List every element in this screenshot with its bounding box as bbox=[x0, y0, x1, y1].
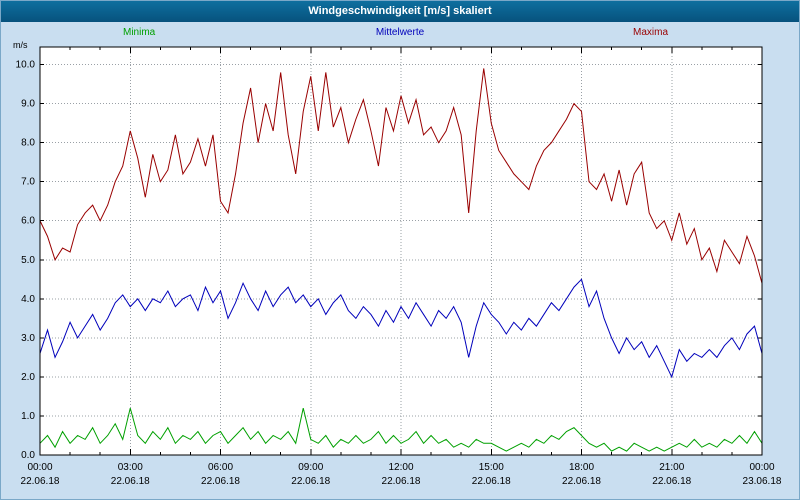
svg-text:22.06.18: 22.06.18 bbox=[111, 476, 150, 487]
svg-text:12:00: 12:00 bbox=[388, 462, 413, 473]
svg-text:22.06.18: 22.06.18 bbox=[562, 476, 601, 487]
legend-mittelwerte: Mittelwerte bbox=[375, 27, 425, 38]
svg-text:03:00: 03:00 bbox=[118, 462, 143, 473]
svg-text:22.06.18: 22.06.18 bbox=[382, 476, 421, 487]
legend-minima: Minima bbox=[123, 27, 156, 38]
svg-text:00:00: 00:00 bbox=[749, 462, 774, 473]
svg-text:6.0: 6.0 bbox=[21, 216, 35, 227]
svg-text:0.0: 0.0 bbox=[21, 450, 35, 461]
svg-text:1.0: 1.0 bbox=[21, 411, 35, 422]
svg-text:22.06.18: 22.06.18 bbox=[21, 476, 60, 487]
svg-text:5.0: 5.0 bbox=[21, 255, 35, 266]
window-title: Windgeschwindigkeit [m/s] skaliert bbox=[308, 5, 492, 17]
svg-text:10.0: 10.0 bbox=[16, 60, 36, 71]
svg-text:22.06.18: 22.06.18 bbox=[291, 476, 330, 487]
y-axis-unit-label: m/s bbox=[13, 40, 28, 50]
svg-text:8.0: 8.0 bbox=[21, 138, 35, 149]
wind-speed-chart: 0.0 1.0 2.0 3.0 4.0 5.0 6.0 7.0 8.0 9.0 10.0 00:00 2… bbox=[16, 46, 782, 487]
svg-text:22.06.18: 22.06.18 bbox=[201, 476, 240, 487]
svg-text:2.0: 2.0 bbox=[21, 372, 35, 383]
svg-text:7.0: 7.0 bbox=[21, 177, 35, 188]
legend-maxima: Maxima bbox=[633, 27, 669, 38]
window-title-bar: Windgeschwindigkeit [m/s] skaliert bbox=[1, 1, 799, 22]
svg-text:00:00: 00:00 bbox=[27, 462, 52, 473]
svg-text:15:00: 15:00 bbox=[479, 462, 504, 473]
svg-text:4.0: 4.0 bbox=[21, 294, 35, 305]
svg-text:06:00: 06:00 bbox=[208, 462, 233, 473]
svg-text:18:00: 18:00 bbox=[569, 462, 594, 473]
svg-text:22.06.18: 22.06.18 bbox=[652, 476, 691, 487]
svg-text:23.06.18: 23.06.18 bbox=[743, 476, 782, 487]
svg-text:22.06.18: 22.06.18 bbox=[472, 476, 511, 487]
svg-text:21:00: 21:00 bbox=[659, 462, 684, 473]
svg-text:3.0: 3.0 bbox=[21, 333, 35, 344]
svg-text:09:00: 09:00 bbox=[298, 462, 323, 473]
svg-text:9.0: 9.0 bbox=[21, 99, 35, 110]
